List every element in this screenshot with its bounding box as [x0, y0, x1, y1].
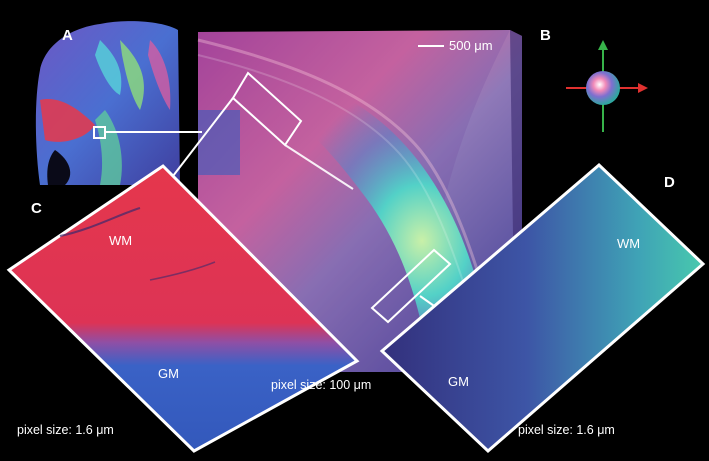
main-roi-box-lower: [370, 248, 452, 324]
panel-d-tissue: [379, 162, 706, 454]
orientation-legend-sphere: [566, 40, 648, 132]
panel-a-brain-section: [35, 21, 180, 185]
panel-d-gm-label: GM: [448, 374, 469, 389]
scale-bar-label: 500 μm: [449, 38, 493, 53]
panel-label-d: D: [664, 174, 675, 191]
panel-c-tissue: [6, 164, 360, 453]
orientation-sphere: [586, 71, 620, 105]
panel-label-b: B: [540, 27, 551, 44]
panel-c-gm-label: GM: [158, 366, 179, 381]
panel-c-pixel-size: pixel size: 1.6 μm: [17, 423, 114, 437]
axis-x-arrow: [638, 83, 648, 93]
connector-to-c: [162, 97, 234, 190]
panel-c-wm-label: WM: [109, 233, 133, 248]
axis-y-arrow: [598, 40, 608, 50]
panel-label-c: C: [31, 200, 42, 217]
main-pixel-size: pixel size: 100 μm: [271, 378, 372, 392]
panel-d-pixel-size: pixel size: 1.6 μm: [518, 423, 615, 437]
panel-d-wm-label: WM: [617, 236, 641, 251]
panel-label-a: A: [62, 27, 73, 44]
